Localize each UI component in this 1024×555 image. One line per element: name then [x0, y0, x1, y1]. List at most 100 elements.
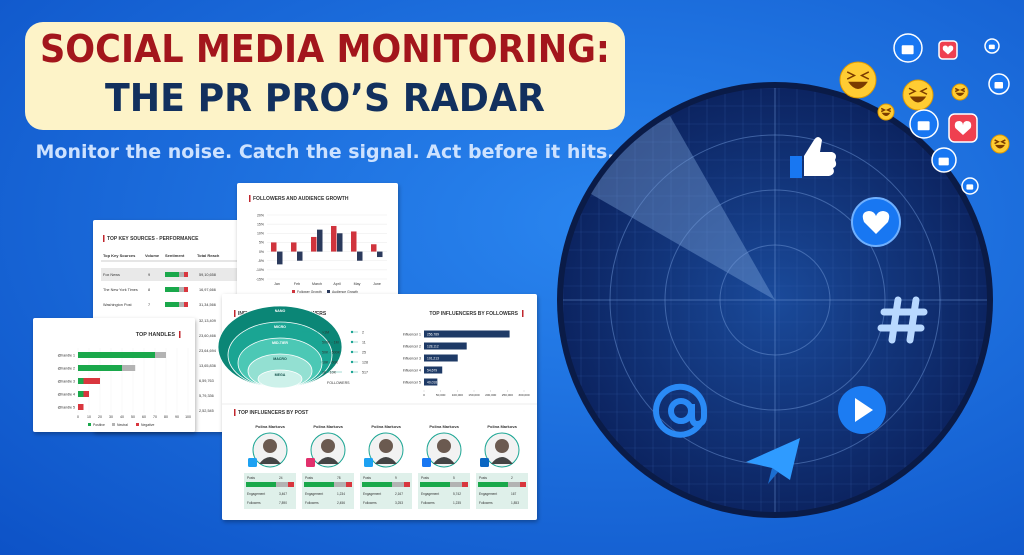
- bar: [337, 233, 343, 252]
- sentiment-seg: [462, 482, 468, 487]
- sentiment-seg: [165, 272, 179, 277]
- x-tick-label: 0: [423, 393, 425, 397]
- sentiment-seg: [184, 272, 188, 277]
- stat-label: Engagement: [305, 492, 323, 496]
- legend-label: Follower Growth: [297, 290, 322, 294]
- bar-label: 256,789: [427, 332, 439, 336]
- icon-play: [838, 386, 886, 434]
- person-name: Polina Markova: [255, 424, 285, 429]
- bar-label: 40,018: [427, 380, 437, 384]
- emoji-mouth: [995, 144, 1005, 149]
- card-influencers: INFLUENCER TYPE BY FOLLOWERSMEGA>1M2MACR…: [217, 294, 537, 520]
- emoji-eyes: [954, 87, 966, 93]
- sentiment-seg: [346, 482, 352, 487]
- sentiment-seg: [179, 287, 184, 292]
- source-reach: 13,65,836: [199, 364, 216, 368]
- sentiment-seg: [392, 482, 404, 487]
- tier-count: 11: [362, 340, 366, 344]
- x-tick-label: April: [333, 282, 340, 286]
- icon-part: [888, 296, 902, 344]
- x-tick-label: 20: [98, 415, 102, 419]
- title-accent: [522, 310, 524, 317]
- x-tick-label: 300,000: [518, 393, 529, 397]
- sentiment-seg: [450, 482, 462, 487]
- tier-dot: [350, 330, 354, 334]
- bar-label: 128,112: [427, 344, 439, 348]
- reaction: [931, 147, 957, 173]
- stat-label: Posts: [247, 476, 255, 480]
- radar: [557, 82, 993, 518]
- icon-part: [855, 398, 873, 422]
- bar: [291, 242, 297, 252]
- card-title: TOP HANDLES: [136, 332, 176, 338]
- bar: [424, 342, 467, 350]
- card-title: FOLLOWERS AND AUDIENCE GROWTH: [253, 196, 349, 202]
- reaction: [948, 113, 978, 143]
- card-handles: TOP HANDLES 0 10 20 30 40 50 60 70 80 90 100 @handle…: [33, 318, 195, 432]
- sentiment-seg: [276, 482, 288, 487]
- stat-label: Followers: [421, 501, 435, 505]
- heart: [942, 45, 954, 55]
- like-thumb: [966, 184, 974, 190]
- stat-value: 9: [395, 476, 397, 480]
- platform-badge: [306, 458, 315, 467]
- bar: [277, 251, 283, 265]
- bar: [424, 378, 438, 386]
- x-tick-label: 50: [131, 415, 135, 419]
- source-reach: 2,52,545: [199, 409, 214, 413]
- bar: [424, 330, 510, 338]
- source-name: The New York Times: [103, 288, 138, 292]
- bar: [271, 242, 277, 252]
- reaction: [961, 177, 979, 195]
- reaction: [902, 79, 934, 111]
- sentiment-seg: [165, 287, 179, 292]
- person-name: Polina Markova: [313, 424, 343, 429]
- stat-value: 2,167: [395, 492, 403, 496]
- title-accent: [234, 409, 236, 416]
- funnel-axis-label: FOLLOWERS: [327, 381, 350, 385]
- sentiment-seg: [179, 272, 184, 277]
- icon-part: [906, 296, 920, 344]
- reaction: [988, 73, 1010, 95]
- x-tick-label: March: [312, 282, 322, 286]
- stat-label: Followers: [247, 501, 261, 505]
- bar-segment: [78, 365, 122, 371]
- source-reach: 5,79,336: [199, 394, 214, 398]
- source-reach: 23,64,694: [199, 349, 216, 353]
- avatar-head: [495, 439, 509, 453]
- y-tick-label: @handle 3: [58, 380, 75, 384]
- source-reach: 32,13,409: [199, 319, 216, 323]
- card-title: TOP INFLUENCERS BY POST: [238, 410, 308, 416]
- legend-label: Positive: [93, 423, 105, 427]
- stat-value: 3,253: [395, 501, 403, 505]
- tier-count: 2: [362, 330, 364, 334]
- x-tick-label: 40: [120, 415, 124, 419]
- stat-value: 1,853: [511, 501, 519, 505]
- emoji-eyes: [994, 139, 1006, 145]
- bar: [317, 229, 323, 252]
- x-tick-label: 70: [153, 415, 157, 419]
- source-reach: 31,34,566: [199, 303, 216, 307]
- source-reach: 16,97,666: [199, 288, 216, 292]
- x-tick-label: 200,000: [485, 393, 496, 397]
- stat-value: 24: [279, 476, 283, 480]
- stat-value: 78: [337, 476, 341, 480]
- sentiment-seg: [184, 287, 188, 292]
- reaction: [893, 33, 923, 63]
- legend-label: Audience Growth: [332, 290, 358, 294]
- person-name: Polina Markova: [487, 424, 517, 429]
- emoji-eyes: [880, 107, 892, 113]
- table-header: Volume: [145, 253, 160, 258]
- stat-value: 1,235: [453, 501, 461, 505]
- platform-badge: [248, 458, 257, 467]
- sentiment-seg: [362, 482, 392, 487]
- sentiment-seg: [520, 482, 526, 487]
- bar-segment: [83, 391, 89, 397]
- tier-label: MID-TIER: [272, 341, 288, 345]
- emoji-face: [951, 83, 969, 101]
- like-thumb: [938, 157, 949, 166]
- title-accent: [179, 331, 181, 338]
- stats-box: [476, 473, 528, 509]
- person-name: Polina Markova: [429, 424, 459, 429]
- reaction: [984, 38, 1000, 54]
